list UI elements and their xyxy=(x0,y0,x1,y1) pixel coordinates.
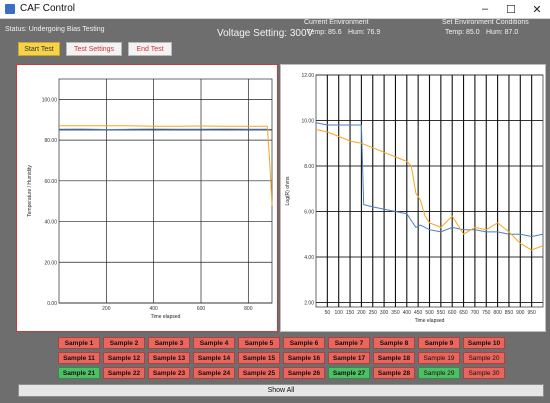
x-tick-label: 700 xyxy=(471,310,480,316)
x-tick-label: 950 xyxy=(527,310,536,316)
set-temp: Temp: 85.0 xyxy=(445,29,480,36)
sample-button[interactable]: Sample 23 xyxy=(148,367,190,379)
sample-button[interactable]: Sample 13 xyxy=(148,352,190,364)
y-tick-label: 8.00 xyxy=(304,164,314,170)
x-tick-label: 150 xyxy=(346,310,355,316)
title-bar: CAF Control – ☐ ✕ xyxy=(0,0,550,19)
x-tick-label: 200 xyxy=(102,306,111,312)
resistance-chart: 2.00 4.00 6.00 8.00 10.00 12.00 50 100 150 200 250… xyxy=(285,73,544,324)
status-text: Status: Undergoing Bias Testing xyxy=(5,26,105,33)
x-tick-label: 250 xyxy=(369,310,378,316)
sample-button[interactable]: Sample 27 xyxy=(328,367,370,379)
sample-button[interactable]: Sample 12 xyxy=(103,352,145,364)
sample-button[interactable]: Sample 15 xyxy=(238,352,280,364)
x-axis-label: Time elapsed xyxy=(151,314,181,320)
temp-humidity-chart: 0.00 20.00 40.00 60.00 80.00 100.00 200 400 600 8… xyxy=(27,78,273,320)
sample-button[interactable]: Sample 8 xyxy=(373,337,415,349)
x-tick-label: 450 xyxy=(414,310,423,316)
sample-button[interactable]: Sample 11 xyxy=(58,352,100,364)
show-all-button[interactable]: Show All xyxy=(18,384,544,397)
y-tick-label: 4.00 xyxy=(304,255,314,261)
sample-button[interactable]: Sample 30 xyxy=(463,367,505,379)
x-axis-label: Time elapsed xyxy=(415,318,445,324)
y-tick-label: 10.00 xyxy=(301,118,314,124)
x-tick-label: 350 xyxy=(391,310,400,316)
sample-button[interactable]: Sample 6 xyxy=(283,337,325,349)
sample-button[interactable]: Sample 28 xyxy=(373,367,415,379)
y-tick-label: 12.00 xyxy=(301,73,314,79)
x-tick-label: 300 xyxy=(380,310,389,316)
plot-area xyxy=(58,78,273,304)
sample-button[interactable]: Sample 9 xyxy=(418,337,460,349)
sample-button[interactable]: Sample 16 xyxy=(283,352,325,364)
sample-button[interactable]: Sample 17 xyxy=(328,352,370,364)
end-test-button[interactable]: End Test xyxy=(128,42,172,56)
y-tick-label: 2.00 xyxy=(304,300,314,306)
sample-button[interactable]: Sample 3 xyxy=(148,337,190,349)
y-axis-label: Temperature / Humidity xyxy=(27,165,33,217)
y-tick-label: 100.00 xyxy=(42,97,58,103)
x-tick-label: 800 xyxy=(493,310,502,316)
sample-button[interactable]: Sample 14 xyxy=(193,352,235,364)
x-tick-label: 50 xyxy=(325,310,331,316)
sample-button[interactable]: Sample 21 xyxy=(58,367,100,379)
current-environment-title: Current Environment xyxy=(304,19,369,26)
maximize-button[interactable]: ☐ xyxy=(506,3,516,16)
y-tick-label: 20.00 xyxy=(44,260,57,266)
set-hum: Hum: 87.0 xyxy=(486,29,519,36)
sample-button[interactable]: Sample 1 xyxy=(58,337,100,349)
sample-button[interactable]: Sample 2 xyxy=(103,337,145,349)
sample-button[interactable]: Sample 24 xyxy=(193,367,235,379)
close-button[interactable]: ✕ xyxy=(532,3,542,16)
y-tick-label: 80.00 xyxy=(44,138,57,144)
y-tick-label: 6.00 xyxy=(304,209,314,215)
x-tick-label: 800 xyxy=(244,306,253,312)
x-tick-label: 100 xyxy=(335,310,344,316)
x-tick-label: 500 xyxy=(425,310,434,316)
current-hum: Hum: 76.9 xyxy=(348,29,381,36)
voltage-setting: Voltage Setting: 300V xyxy=(217,28,314,39)
temp-humidity-chart-panel: 0.00 20.00 40.00 60.00 80.00 100.00 200 400 600 8… xyxy=(16,64,278,332)
sample-button[interactable]: Sample 19 xyxy=(418,352,460,364)
x-tick-label: 900 xyxy=(516,310,525,316)
sample-button[interactable]: Sample 7 xyxy=(328,337,370,349)
app-icon xyxy=(5,4,15,14)
set-environment-title: Set Environment Conditions xyxy=(442,19,529,26)
y-tick-label: 40.00 xyxy=(44,220,57,226)
sample-button[interactable]: Sample 20 xyxy=(463,352,505,364)
x-tick-label: 750 xyxy=(482,310,491,316)
start-test-button[interactable]: Start Test xyxy=(18,42,60,56)
y-tick-label: 60.00 xyxy=(44,179,57,185)
sample-button[interactable]: Sample 26 xyxy=(283,367,325,379)
series-line-1 xyxy=(59,125,273,206)
x-tick-label: 400 xyxy=(149,306,158,312)
x-tick-label: 850 xyxy=(505,310,514,316)
x-tick-label: 600 xyxy=(197,306,206,312)
sample-button[interactable]: Sample 25 xyxy=(238,367,280,379)
minimize-button[interactable]: – xyxy=(481,3,489,15)
test-settings-button[interactable]: Test Settings xyxy=(66,42,122,56)
x-tick-label: 400 xyxy=(403,310,412,316)
x-tick-label: 650 xyxy=(459,310,468,316)
y-tick-label: 0.00 xyxy=(47,301,57,307)
sample-button[interactable]: Sample 22 xyxy=(103,367,145,379)
current-temp: Temp: 85.6 xyxy=(307,29,342,36)
sample-button[interactable]: Sample 18 xyxy=(373,352,415,364)
x-tick-label: 600 xyxy=(448,310,457,316)
series-line-1 xyxy=(315,122,544,238)
series-line-2 xyxy=(315,129,544,251)
x-tick-label: 200 xyxy=(357,310,366,316)
sample-button[interactable]: Sample 5 xyxy=(238,337,280,349)
resistance-chart-panel: 2.00 4.00 6.00 8.00 10.00 12.00 50 100 150 200 250… xyxy=(280,64,546,332)
sample-button[interactable]: Sample 4 xyxy=(193,337,235,349)
sample-button[interactable]: Sample 10 xyxy=(463,337,505,349)
x-tick-label: 550 xyxy=(437,310,446,316)
window-title: CAF Control xyxy=(20,3,76,14)
y-axis-label: Log(R) ohms xyxy=(285,176,291,205)
sample-button[interactable]: Sample 29 xyxy=(418,367,460,379)
